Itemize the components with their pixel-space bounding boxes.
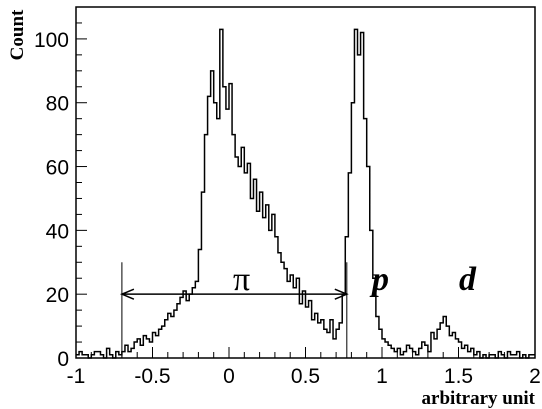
arrow-right-head: [334, 288, 349, 300]
x-tick-label: 1: [376, 365, 388, 388]
pion-label: π: [233, 261, 250, 298]
x-tick-label: 1.5: [444, 365, 473, 388]
y-axis-tick-labels: 0 20 40 60 80 100: [34, 29, 69, 371]
x-tick-label: 0.5: [291, 365, 320, 388]
x-tick-label: -1: [67, 365, 86, 388]
y-tick-label: 20: [46, 284, 69, 307]
y-tick-label: 100: [34, 29, 69, 52]
x-axis-ticks: [75, 347, 536, 358]
x-tick-label: -0.5: [134, 365, 170, 388]
proton-label: p: [369, 261, 389, 298]
x-axis-title: arbitrary unit: [422, 388, 536, 409]
y-tick-label: 0: [57, 348, 69, 371]
y-tick-label: 80: [46, 93, 69, 116]
deuteron-label: d: [459, 261, 477, 298]
y-axis-title: Count: [7, 9, 28, 60]
y-tick-label: 40: [46, 220, 69, 243]
arrow-left-head: [119, 288, 135, 300]
x-tick-label: 2: [529, 365, 541, 388]
x-axis-tick-labels: -1 -0.5 0 0.5 1 1.5 2: [67, 365, 541, 388]
x-tick-label: 0: [223, 365, 235, 388]
histogram-line: [76, 28, 535, 359]
y-tick-label: 60: [46, 157, 69, 180]
y-axis-ticks: [76, 6, 87, 359]
